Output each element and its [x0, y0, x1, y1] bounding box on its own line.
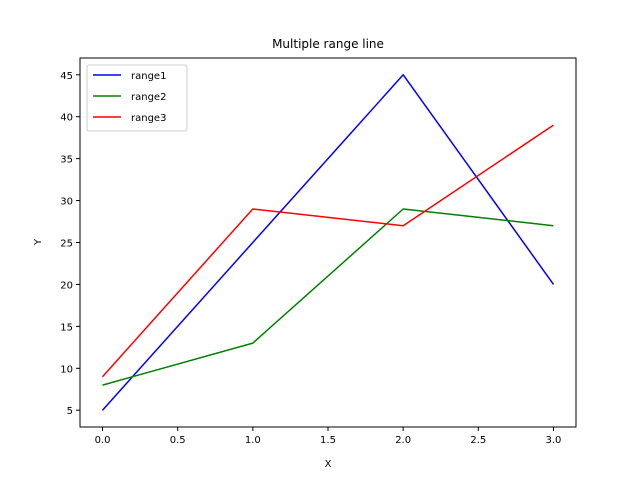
- legend-box: [86, 64, 188, 132]
- x-tick-label: 1.5: [320, 435, 336, 446]
- chart-title: Multiple range line: [272, 37, 384, 51]
- x-tick-label: 0.5: [170, 435, 186, 446]
- legend-label-range2: range2: [131, 92, 166, 103]
- x-tick-label: 1.0: [245, 435, 261, 446]
- legend: range1 range2 range3: [86, 64, 188, 132]
- x-tick-label: 0.0: [95, 435, 111, 446]
- y-tick-label: 15: [60, 322, 73, 333]
- y-tick-label: 20: [60, 280, 73, 291]
- series-lines: [101, 74, 555, 411]
- plot-area: 0.0 0.5 1.0 1.5 2.0 2.5 3.0 5 10 15 20 25 30 35 40 45: [60, 57, 577, 446]
- legend-label-range1: range1: [131, 71, 166, 82]
- y-tick-label: 35: [60, 155, 73, 166]
- legend-label-range3: range3: [131, 113, 166, 124]
- series-line-range1: [101, 74, 555, 411]
- y-tick-label: 30: [60, 197, 73, 208]
- x-tick-label: 3.0: [546, 435, 562, 446]
- x-axis-ticks: 0.0 0.5 1.0 1.5 2.0 2.5 3.0: [95, 427, 562, 446]
- series-line-range2: [102, 208, 554, 386]
- series-line-range3: [101, 124, 554, 378]
- y-axis-ticks: 5 10 15 20 25 30 35 40 45: [60, 71, 80, 417]
- y-tick-label: 5: [67, 406, 73, 417]
- y-tick-label: 25: [60, 239, 73, 250]
- y-axis-label: Y: [33, 238, 44, 246]
- x-tick-label: 2.5: [470, 435, 486, 446]
- x-tick-label: 2.0: [395, 435, 411, 446]
- y-tick-label: 45: [60, 71, 73, 82]
- y-tick-label: 40: [60, 113, 73, 124]
- y-tick-label: 10: [60, 364, 73, 375]
- x-axis-label: X: [325, 459, 332, 470]
